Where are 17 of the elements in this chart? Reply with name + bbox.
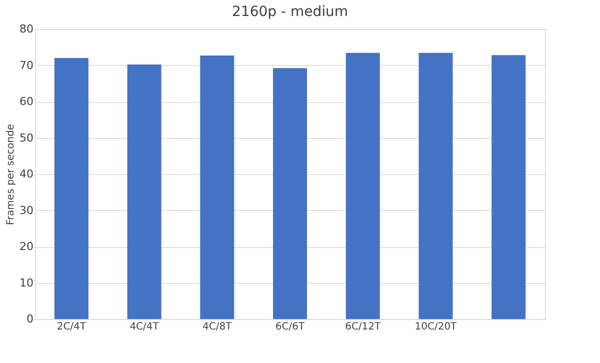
y-tick-label: 40 <box>20 168 34 180</box>
chart-title: 2160p - medium <box>232 4 348 20</box>
y-tick-label: 80 <box>20 22 34 36</box>
x-tick-label: 6C/6T <box>275 322 306 332</box>
x-tick-label: 4C/8T <box>202 322 233 332</box>
x-tick-label: 6C/12T <box>345 322 382 332</box>
y-axis-title: Frames per seconde <box>6 124 17 226</box>
y-tick-label: 10 <box>20 276 34 290</box>
y-tick-label: 50 <box>20 131 34 144</box>
y-tick-label: 0 <box>26 312 34 326</box>
x-tick-label: 2C/4T <box>56 322 87 332</box>
x-tick-label: 4C/4T <box>130 322 160 332</box>
x-tick-label: 10C/20T <box>414 322 458 332</box>
y-tick-label: 70 <box>20 58 34 72</box>
y-tick-label: 60 <box>20 95 34 108</box>
y-tick-label: 30 <box>20 204 34 217</box>
y-tick-label: 20 <box>20 240 34 253</box>
